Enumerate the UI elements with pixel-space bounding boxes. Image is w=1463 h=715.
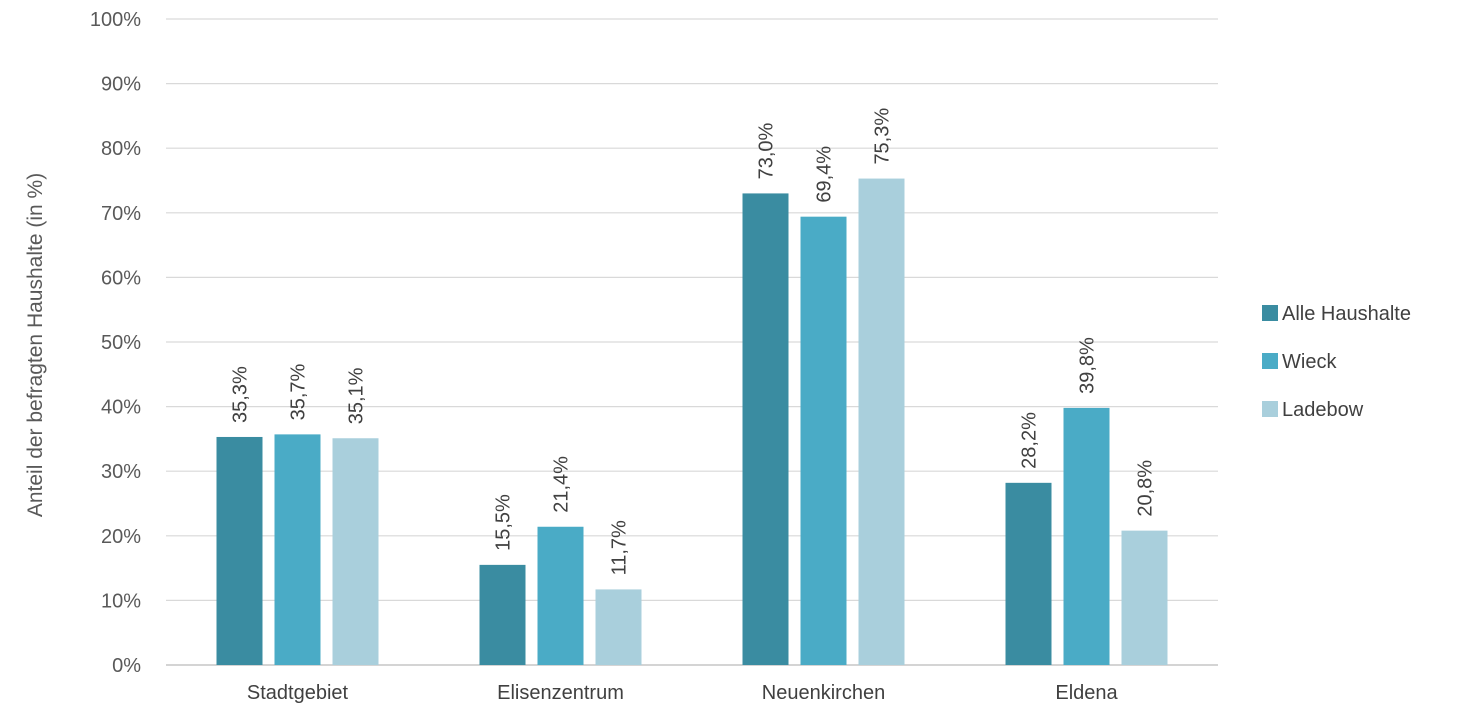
data-label: 69,4% xyxy=(814,146,836,203)
data-label: 75,3% xyxy=(872,108,894,165)
y-tick-label: 70% xyxy=(101,203,141,225)
data-label: 35,3% xyxy=(230,366,252,423)
y-tick-label: 80% xyxy=(101,138,141,160)
y-tick-label: 30% xyxy=(101,461,141,483)
data-label: 28,2% xyxy=(1019,412,1041,469)
y-tick-label: 50% xyxy=(101,332,141,354)
legend-swatch xyxy=(1262,305,1278,321)
data-label: 39,8% xyxy=(1077,337,1099,394)
data-labels: 35,3% 35,7% 35,1% 15,5% 21,4% 11,7% 73,0% 69,4%… xyxy=(230,108,1157,576)
data-label: 73,0% xyxy=(756,122,778,179)
legend-item: Wieck xyxy=(1262,351,1337,373)
bar xyxy=(216,436,263,665)
y-tick-label: 10% xyxy=(101,590,141,612)
data-label: 15,5% xyxy=(493,494,515,551)
bar xyxy=(858,178,905,665)
data-label: 20,8% xyxy=(1135,460,1157,517)
y-tick-label: 90% xyxy=(101,74,141,96)
bar xyxy=(537,526,584,665)
y-tick-label: 60% xyxy=(101,267,141,289)
data-label: 35,1% xyxy=(346,367,368,424)
bar xyxy=(1063,407,1110,665)
legend-label: Ladebow xyxy=(1282,399,1364,421)
data-label: 35,7% xyxy=(288,363,310,420)
x-category-label: Elisenzentrum xyxy=(497,682,624,704)
y-tick-label: 20% xyxy=(101,526,141,548)
x-category-label: Neuenkirchen xyxy=(762,682,885,704)
bar xyxy=(1005,482,1052,665)
bar xyxy=(479,564,526,665)
bar xyxy=(742,193,789,666)
y-tick-label: 100% xyxy=(90,9,141,31)
x-category-label: Stadtgebiet xyxy=(247,682,349,704)
x-category-label: Eldena xyxy=(1055,682,1118,704)
legend-label: Wieck xyxy=(1282,351,1337,373)
legend-swatch xyxy=(1262,353,1278,369)
data-label: 21,4% xyxy=(551,456,573,513)
legend: Alle Haushalte Wieck Ladebow xyxy=(1262,303,1411,421)
legend-label: Alle Haushalte xyxy=(1282,303,1411,325)
bar xyxy=(332,438,379,665)
bar xyxy=(595,589,642,665)
legend-item: Alle Haushalte xyxy=(1262,303,1411,325)
bar xyxy=(1121,530,1168,665)
x-axis-category-labels: Stadtgebiet Elisenzentrum Neuenkirchen Elde… xyxy=(247,682,1119,704)
y-axis-label: Anteil der befragten Haushalte (in %) xyxy=(24,173,47,517)
gridlines xyxy=(166,18,1218,666)
y-tick-label: 40% xyxy=(101,397,141,419)
y-tick-label: 0% xyxy=(112,655,141,677)
data-label: 11,7% xyxy=(609,520,631,575)
bars xyxy=(216,178,1168,666)
bar xyxy=(274,434,321,665)
bar xyxy=(800,216,847,665)
legend-item: Ladebow xyxy=(1262,399,1364,421)
legend-swatch xyxy=(1262,401,1278,417)
y-axis-tick-labels: 0% 10% 20% 30% 40% 50% 60% 70% 80% 90% 100% xyxy=(90,9,141,677)
